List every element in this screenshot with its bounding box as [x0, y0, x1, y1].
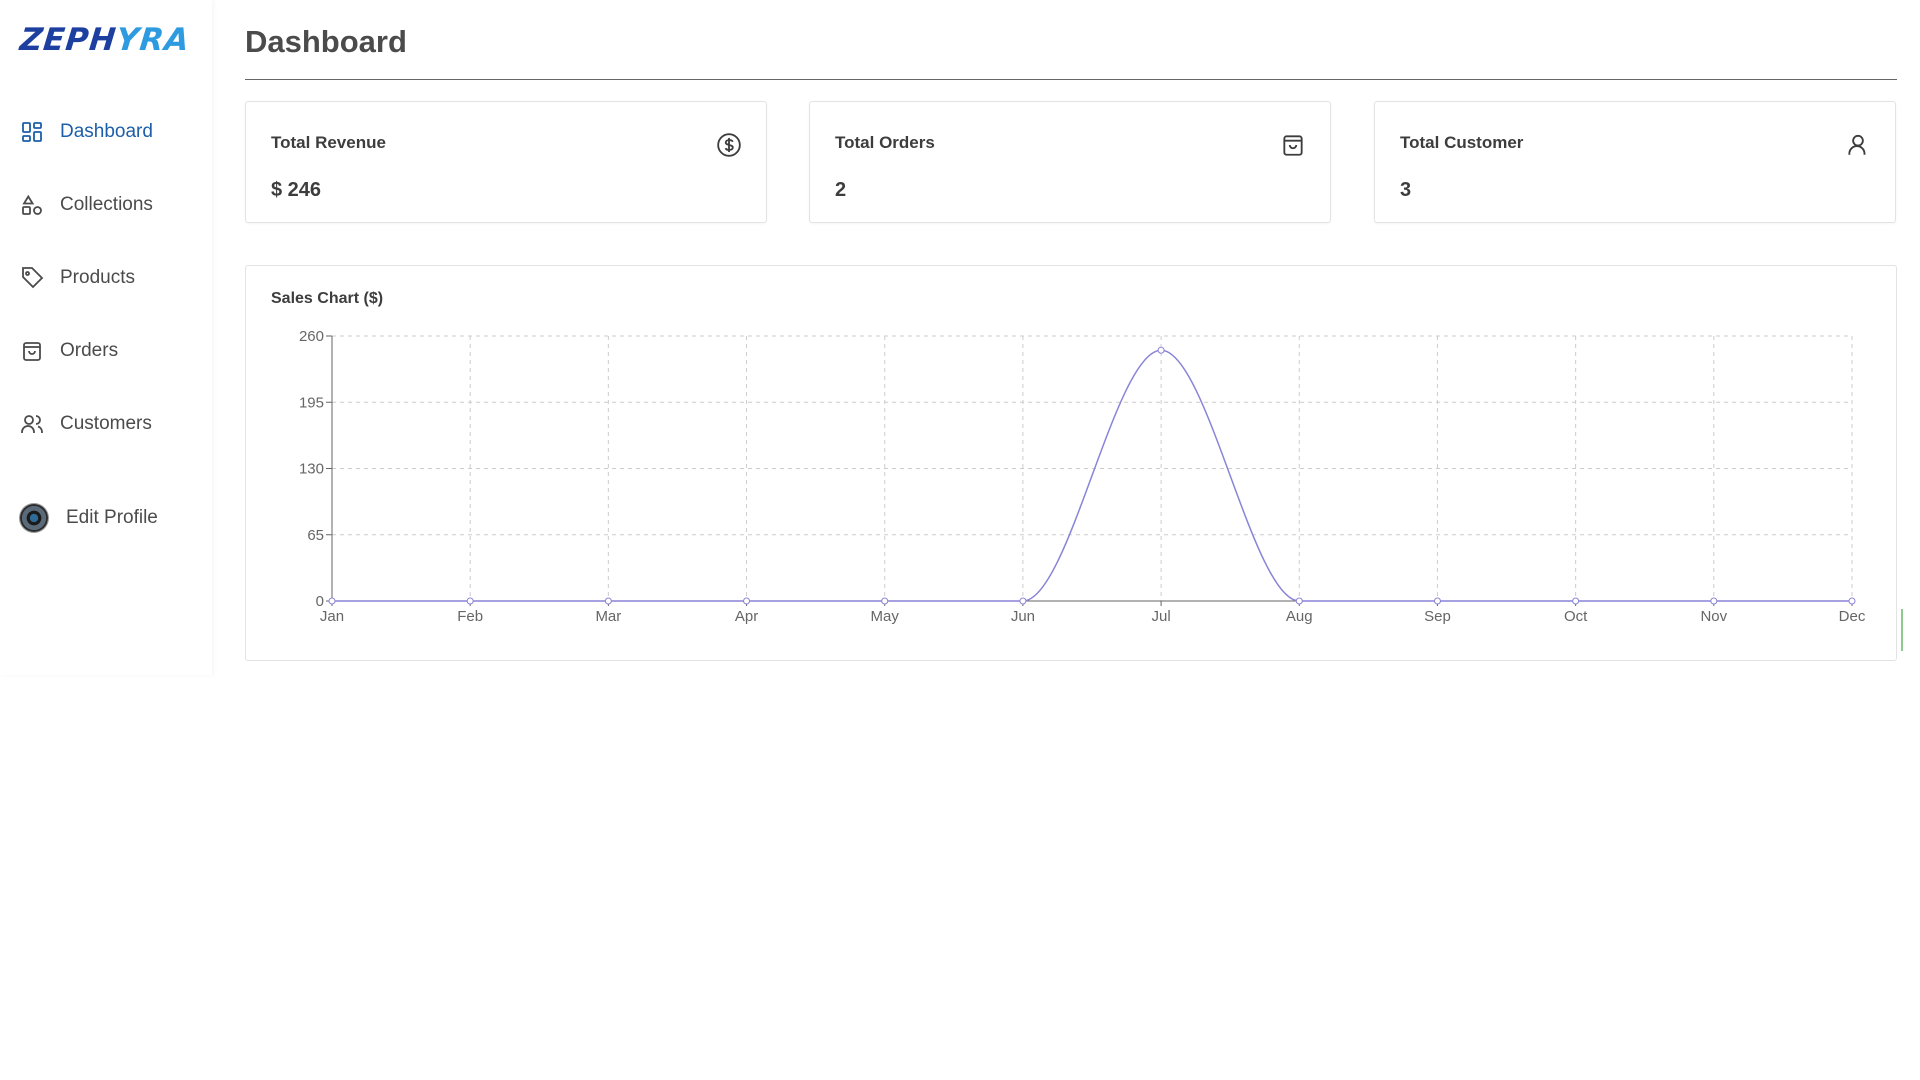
y-tick-label: 65 — [307, 527, 324, 544]
card-label: Total Orders — [835, 133, 935, 152]
data-point — [1157, 346, 1165, 354]
y-tick-label: 130 — [299, 461, 324, 478]
x-tick-label: Mar — [595, 608, 621, 625]
brand-logo[interactable]: ZEPHYRA — [18, 22, 192, 58]
data-point — [1019, 597, 1027, 605]
y-tick-label: 0 — [316, 593, 324, 610]
sidebar-item-label: Customers — [60, 413, 152, 434]
page-title: Dashboard — [245, 24, 407, 59]
data-point — [604, 597, 612, 605]
sidebar: ZEPHYRA Dashboard Collections Products — [0, 0, 212, 675]
y-tick-label: 195 — [299, 394, 324, 411]
x-tick-label: Sep — [1424, 608, 1451, 625]
sidebar-item-label: Dashboard — [60, 121, 153, 142]
total-orders-card: Total Orders 2 — [809, 101, 1331, 223]
x-tick-label: Jun — [1011, 608, 1035, 625]
title-divider — [245, 79, 1897, 80]
data-point — [466, 597, 474, 605]
sidebar-item-dashboard[interactable]: Dashboard — [20, 116, 200, 148]
edit-profile-link[interactable]: Edit Profile — [20, 502, 200, 534]
shopping-bag-icon — [20, 339, 44, 363]
x-tick-label: Aug — [1286, 608, 1313, 625]
dashboard-icon — [20, 120, 44, 144]
sidebar-item-customers[interactable]: Customers — [20, 408, 200, 440]
x-tick-label: Dec — [1839, 608, 1866, 625]
sidebar-item-label: Orders — [60, 340, 119, 361]
sidebar-item-label: Collections — [60, 194, 153, 215]
sidebar-item-label: Products — [60, 267, 135, 288]
x-tick-label: Apr — [735, 608, 758, 625]
card-label: Total Revenue — [271, 133, 386, 152]
data-point — [328, 597, 336, 605]
y-tick-label: 260 — [299, 328, 324, 345]
edit-profile-label: Edit Profile — [66, 507, 158, 528]
card-value: 2 — [835, 179, 847, 201]
data-point — [1848, 597, 1856, 605]
card-label: Total Customer — [1400, 133, 1524, 152]
data-point — [1433, 597, 1441, 605]
sales-chart: 0 65 130 195 260 Jan Feb Mar Apr May Jun Jul Aug Sep O… — [299, 328, 1866, 625]
sidebar-item-orders[interactable]: Orders — [20, 335, 200, 367]
users-icon — [20, 412, 44, 436]
sales-chart-card: Sales Chart ($) 0 65 130 195 260 Jan Feb Mar Apr… — [245, 265, 1897, 661]
shopping-bag-icon — [1280, 132, 1306, 158]
card-value: 3 — [1400, 179, 1412, 201]
sidebar-item-products[interactable]: Products — [20, 262, 200, 294]
data-point — [881, 597, 889, 605]
x-tick-label: Jan — [320, 608, 344, 625]
data-point — [1572, 597, 1580, 605]
data-point — [743, 597, 751, 605]
total-customer-card: Total Customer 3 — [1374, 101, 1896, 223]
x-tick-label: May — [871, 608, 900, 625]
dollar-circle-icon — [716, 132, 742, 158]
x-tick-label: Feb — [457, 608, 483, 625]
card-value: $ 246 — [271, 179, 322, 201]
chart-title: Sales Chart ($) — [271, 290, 384, 307]
avatar — [20, 504, 48, 532]
series-line — [332, 349, 1852, 602]
sidebar-item-collections[interactable]: Collections — [20, 189, 200, 221]
x-tick-label: Nov — [1700, 608, 1727, 625]
data-point — [1295, 597, 1303, 605]
total-revenue-card: Total Revenue $ 246 — [245, 101, 767, 223]
shapes-icon — [20, 193, 44, 217]
tag-icon — [20, 266, 44, 290]
data-point — [1710, 597, 1718, 605]
x-tick-label: Jul — [1151, 608, 1170, 625]
user-icon — [1845, 132, 1871, 158]
x-tick-label: Oct — [1564, 608, 1588, 625]
scroll-indicator — [1901, 609, 1903, 651]
